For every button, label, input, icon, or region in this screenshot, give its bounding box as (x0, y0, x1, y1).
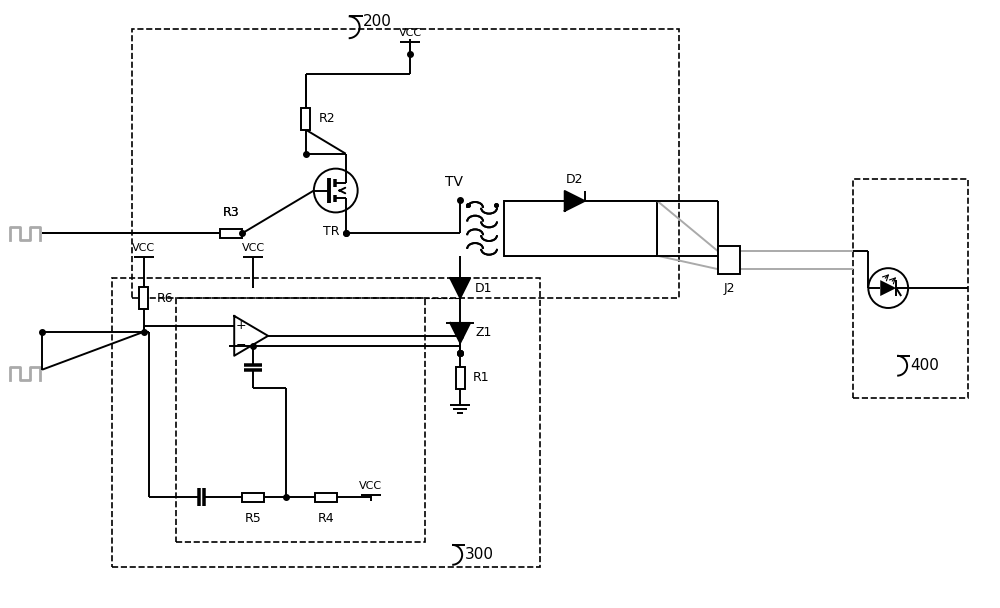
Text: R6: R6 (157, 291, 173, 305)
Polygon shape (450, 323, 470, 343)
Text: J2: J2 (723, 282, 735, 295)
Bar (853, 179, 968, 398)
Bar (220, 229, 242, 238)
Polygon shape (880, 280, 896, 296)
Text: 400: 400 (910, 358, 939, 373)
Polygon shape (565, 191, 585, 211)
Bar (132, 29, 679, 298)
Text: R1: R1 (473, 371, 490, 384)
Bar (176, 298, 425, 542)
Text: R4: R4 (317, 512, 334, 525)
Text: VCC: VCC (242, 243, 265, 254)
Text: D1: D1 (475, 282, 493, 294)
Text: R3: R3 (223, 206, 240, 219)
Bar (504, 201, 657, 256)
Bar (301, 108, 310, 130)
Text: 300: 300 (465, 547, 494, 562)
Text: 200: 200 (363, 14, 392, 29)
Text: TR: TR (323, 226, 339, 238)
Text: +: + (236, 319, 247, 333)
Text: Z1: Z1 (475, 326, 491, 339)
Text: R3: R3 (223, 206, 240, 219)
Bar (315, 492, 337, 502)
Text: TV: TV (445, 174, 463, 188)
Bar (718, 246, 740, 274)
Text: VCC: VCC (359, 481, 382, 491)
Bar (242, 492, 264, 502)
Text: D2: D2 (566, 173, 583, 186)
Text: R5: R5 (245, 512, 262, 525)
Bar (139, 287, 148, 309)
Text: −: − (236, 339, 246, 352)
Text: VCC: VCC (399, 28, 422, 38)
Text: VCC: VCC (132, 243, 155, 254)
Polygon shape (450, 278, 470, 298)
Bar (456, 367, 465, 389)
Text: R2: R2 (319, 112, 335, 125)
Bar (112, 278, 540, 567)
